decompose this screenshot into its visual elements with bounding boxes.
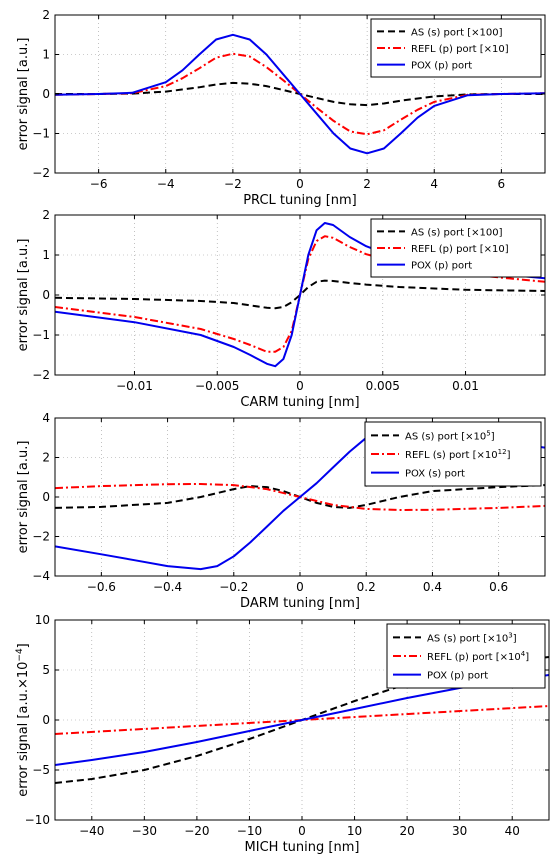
- y-axis-label-suffix: ]: [16, 643, 31, 648]
- y-tick-label: 2: [42, 8, 50, 22]
- series-line-2: [55, 52, 545, 136]
- y-tick-label: −10: [25, 813, 50, 827]
- x-tick-label: 20: [399, 824, 414, 838]
- y-tick-label: −2: [32, 166, 50, 180]
- y-axis-label: error signal [a.u.×10−4]: [15, 643, 31, 797]
- chart-panel-1: −6 −4 −2 0 2 4 6 −2 −1 0 1 2 PRCL tuning [nm] error s…: [16, 8, 546, 208]
- x-tick-label: −0.4: [153, 580, 182, 594]
- x-tick-label: 6: [498, 177, 506, 191]
- x-tick-label: 0: [298, 824, 306, 838]
- series-line-3: [55, 222, 545, 368]
- x-tick-label: 0.005: [366, 379, 400, 393]
- x-axis-label: DARM tuning [nm]: [240, 596, 360, 611]
- x-tick-label: −6: [90, 177, 108, 191]
- x-tick-label: −4: [157, 177, 175, 191]
- y-tick-label: 0: [42, 87, 50, 101]
- legend-entry-label-sup: 3: [508, 631, 512, 639]
- legend-entry-label: REFL (s) port [×1012]: [405, 448, 511, 461]
- x-tick-label: 0.01: [452, 379, 479, 393]
- y-tick-label: 10: [35, 613, 50, 627]
- legend-entry-label: POX (p) port: [427, 671, 488, 682]
- x-tick-label: −0.005: [195, 379, 239, 393]
- x-tick-label: −30: [132, 824, 157, 838]
- series-line-1: [55, 279, 545, 310]
- legend-entry-label-suffix: ]: [507, 450, 511, 461]
- x-tick-label: 0: [296, 177, 304, 191]
- y-tick-label: 2: [42, 451, 50, 465]
- x-tick-label: −0.01: [116, 379, 153, 393]
- legend-entry-label: REFL (p) port [×10]: [411, 244, 509, 255]
- x-tick-label: 0.2: [357, 580, 376, 594]
- legend-entry-label: AS (s) port [×103]: [427, 631, 517, 644]
- y-tick-label: −1: [32, 328, 50, 342]
- legend-entry-label: POX (p) port: [411, 261, 472, 272]
- y-tick-label: 1: [42, 48, 50, 62]
- legend-entry-label-main: AS (s) port [×10: [427, 633, 508, 644]
- x-axis-label: PRCL tuning [nm]: [243, 193, 357, 208]
- legend-entry-label: AS (s) port [×105]: [405, 429, 495, 442]
- y-tick-label: 0: [42, 713, 50, 727]
- x-tick-label: 2: [363, 177, 371, 191]
- chart-panel-4: −40 −30 −20 −10 0 10 20 30 40 −10 −5 0 5 10 MICH tunin…: [15, 613, 550, 854]
- x-tick-label: 40: [505, 824, 520, 838]
- legend-entry-label: REFL (p) port [×10]: [411, 44, 509, 55]
- legend-entry-label-suffix: ]: [525, 652, 529, 663]
- y-axis-label-main: error signal [a.u.×10: [16, 662, 31, 797]
- legend-entry-label-main: REFL (s) port [×10: [405, 450, 498, 461]
- legend-entry-label-main: AS (s) port [×10: [405, 431, 486, 442]
- y-tick-label: −5: [32, 763, 50, 777]
- x-tick-label: 0.4: [423, 580, 442, 594]
- y-axis-label-sup: −4: [15, 648, 25, 662]
- legend-entry-label: REFL (p) port [×104]: [427, 650, 529, 663]
- y-axis-label: error signal [a.u.]: [16, 239, 31, 352]
- x-tick-label: −0.2: [219, 580, 248, 594]
- legend-entry-label: AS (s) port [×100]: [411, 27, 503, 38]
- y-tick-label: −2: [32, 368, 50, 382]
- x-axis-label: MICH tuning [nm]: [245, 840, 360, 854]
- series-line-3: [55, 33, 545, 155]
- y-tick-label: −2: [32, 530, 50, 544]
- legend-entry-label: POX (s) port: [405, 469, 465, 480]
- legend-entry-label-sup: 12: [498, 448, 507, 456]
- y-tick-label: 0: [42, 288, 50, 302]
- x-tick-label: 0: [296, 379, 304, 393]
- y-tick-label: −4: [32, 569, 50, 583]
- x-tick-label: 30: [452, 824, 467, 838]
- y-tick-label: 1: [42, 248, 50, 262]
- y-tick-label: 5: [42, 663, 50, 677]
- x-tick-label: 4: [430, 177, 438, 191]
- y-axis-label: error signal [a.u.]: [16, 38, 31, 151]
- x-tick-label: 0: [296, 580, 304, 594]
- legend-entry-label-suffix: ]: [491, 431, 495, 442]
- legend-entry-label: POX (p) port: [411, 61, 472, 72]
- x-tick-label: −10: [237, 824, 262, 838]
- legend-entry-label-suffix: ]: [513, 633, 517, 644]
- x-tick-label: 0.6: [489, 580, 508, 594]
- x-tick-label: −40: [79, 824, 104, 838]
- x-tick-label: −20: [184, 824, 209, 838]
- legend-entry-label-main: REFL (p) port [×10: [427, 652, 521, 663]
- chart-panel-3: −0.6 −0.4 −0.2 0 0.2 0.4 0.6 −4 −2 0 2 4 DARM tuning…: [16, 411, 546, 611]
- legend-entry-label: AS (s) port [×100]: [411, 227, 503, 238]
- chart-panel-2: −0.01 −0.005 0 0.005 0.01 −2 −1 0 1 2 CARM tuning …: [16, 208, 546, 410]
- y-tick-label: 2: [42, 208, 50, 222]
- y-axis-label: error signal [a.u.]: [16, 441, 31, 554]
- legend-entry-label-sup: 4: [521, 650, 526, 658]
- x-axis-label: CARM tuning [nm]: [240, 395, 359, 410]
- y-tick-label: 4: [42, 411, 50, 425]
- x-tick-label: −2: [224, 177, 242, 191]
- x-tick-label: 10: [347, 824, 362, 838]
- x-tick-label: −0.6: [87, 580, 116, 594]
- y-tick-label: −1: [32, 127, 50, 141]
- y-tick-label: 0: [42, 490, 50, 504]
- legend-entry-label-sup: 5: [486, 429, 490, 437]
